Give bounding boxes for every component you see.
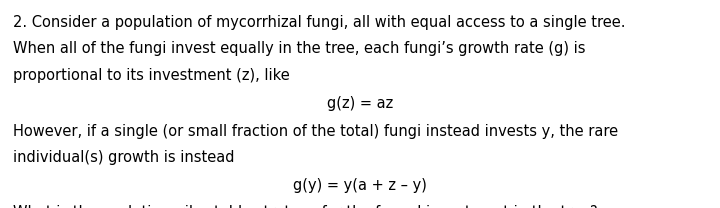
Text: What is the evolutionarily stable strategy for the fungal investment in the tree: What is the evolutionarily stable strate… [13, 205, 598, 208]
Text: proportional to its investment (z), like: proportional to its investment (z), like [13, 68, 289, 83]
Text: g(z) = az: g(z) = az [327, 96, 393, 111]
Text: individual(s) growth is instead: individual(s) growth is instead [13, 150, 235, 165]
Text: g(y) = y(a + z – y): g(y) = y(a + z – y) [293, 178, 427, 193]
Text: When all of the fungi invest equally in the tree, each fungi’s growth rate (g) i: When all of the fungi invest equally in … [13, 41, 585, 56]
Text: However, if a single (or small fraction of the total) fungi instead invests y, t: However, if a single (or small fraction … [13, 124, 618, 139]
Text: 2. Consider a population of mycorrhizal fungi, all with equal access to a single: 2. Consider a population of mycorrhizal … [13, 15, 626, 30]
